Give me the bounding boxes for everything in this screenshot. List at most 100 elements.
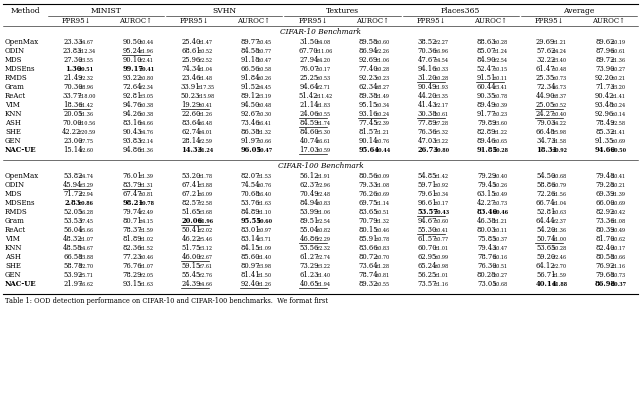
- Text: AUROC↑: AUROC↑: [237, 17, 270, 25]
- Text: ±0.37: ±0.37: [493, 237, 508, 242]
- Text: ±1.06: ±1.06: [316, 210, 330, 215]
- Text: Gram: Gram: [5, 83, 25, 91]
- Text: ±1.16: ±1.16: [433, 282, 449, 287]
- Text: ±4.45: ±4.45: [256, 85, 271, 90]
- Text: ±2.54: ±2.54: [493, 58, 508, 63]
- Text: ReAct: ReAct: [5, 92, 26, 100]
- Text: ±0.60: ±0.60: [256, 219, 272, 224]
- Text: ±0.60: ±0.60: [374, 40, 390, 45]
- Text: 71.73: 71.73: [595, 83, 614, 91]
- Text: ±3.88: ±3.88: [197, 183, 212, 188]
- Text: 24.06: 24.06: [300, 110, 319, 118]
- Text: ±4.20: ±4.20: [316, 58, 330, 63]
- Text: ±4.66: ±4.66: [197, 282, 212, 287]
- Text: ±0.40: ±0.40: [493, 174, 508, 179]
- Text: 55.04: 55.04: [300, 226, 319, 234]
- Text: ±0.28: ±0.28: [374, 67, 390, 72]
- Text: 54.20: 54.20: [536, 226, 556, 234]
- Text: ±0.73: ±0.73: [552, 76, 567, 81]
- Text: 56.71: 56.71: [536, 271, 556, 279]
- Text: 28.14: 28.14: [181, 137, 201, 145]
- Text: 87.96: 87.96: [595, 47, 614, 55]
- Text: ±0.17: ±0.17: [433, 201, 449, 206]
- Text: Table 1: OOD detection performance on CIFAR-10 and CIFAR-100 benchmarks.  We for: Table 1: OOD detection performance on CI…: [5, 297, 328, 305]
- Text: ±3.40: ±3.40: [552, 58, 567, 63]
- Text: 72.34: 72.34: [536, 83, 556, 91]
- Text: ±1.21: ±1.21: [374, 130, 389, 135]
- Text: 89.58: 89.58: [358, 38, 378, 46]
- Text: ±2.32: ±2.32: [79, 76, 94, 81]
- Text: ±0.46: ±0.46: [374, 228, 390, 233]
- Text: ±0.55: ±0.55: [316, 112, 330, 117]
- Text: 46.38: 46.38: [477, 217, 497, 225]
- Text: 96.05: 96.05: [241, 146, 262, 154]
- Text: ±0.49: ±0.49: [611, 228, 626, 233]
- Text: ±3.12: ±3.12: [197, 246, 212, 251]
- Text: 94.16: 94.16: [418, 65, 437, 73]
- Text: ±0.68: ±0.68: [552, 174, 567, 179]
- Text: ±1.88: ±1.88: [552, 282, 568, 287]
- Text: ±1.09: ±1.09: [256, 246, 271, 251]
- Text: ODIN: ODIN: [5, 47, 25, 55]
- Text: ±4.24: ±4.24: [552, 49, 567, 54]
- Text: 82.07: 82.07: [241, 172, 260, 180]
- Text: 65.24: 65.24: [418, 262, 437, 270]
- Text: 27.30: 27.30: [63, 56, 83, 64]
- Text: 89.62: 89.62: [595, 38, 614, 46]
- Text: 46.22: 46.22: [181, 235, 201, 243]
- Text: ±1.24: ±1.24: [493, 49, 508, 54]
- Text: 84.90: 84.90: [477, 56, 497, 64]
- Text: 80.71: 80.71: [122, 217, 142, 225]
- Text: ±1.41: ±1.41: [611, 130, 626, 135]
- Text: ±0.60: ±0.60: [433, 219, 449, 224]
- Text: 63.15: 63.15: [477, 190, 497, 198]
- Text: 52.47: 52.47: [477, 65, 496, 73]
- Text: 82.36: 82.36: [122, 244, 142, 252]
- Text: 18.36: 18.36: [63, 101, 83, 109]
- Text: 25.35: 25.35: [536, 74, 556, 82]
- Text: ±2.94: ±2.94: [79, 192, 94, 197]
- Text: ±1.59: ±1.59: [138, 228, 153, 233]
- Text: 92.23: 92.23: [358, 74, 378, 82]
- Text: 47.03: 47.03: [418, 137, 437, 145]
- Text: KNN: KNN: [5, 244, 22, 252]
- Text: ±0.34: ±0.34: [433, 192, 449, 197]
- Text: ±8.27: ±8.27: [374, 85, 390, 90]
- Text: 31.20: 31.20: [418, 74, 437, 82]
- Text: ±2.05: ±2.05: [138, 273, 153, 278]
- Text: ±4.66: ±4.66: [138, 121, 153, 126]
- Text: 20.06: 20.06: [181, 217, 202, 225]
- Text: ±0.76: ±0.76: [256, 183, 271, 188]
- Text: ±0.76: ±0.76: [374, 139, 390, 144]
- Text: ±0.09: ±0.09: [374, 174, 390, 179]
- Text: ±3.35: ±3.35: [433, 94, 449, 99]
- Text: ±0.23: ±0.23: [374, 76, 390, 81]
- Text: ±7.61: ±7.61: [197, 264, 212, 269]
- Text: ±0.78: ±0.78: [138, 201, 154, 206]
- Text: ±0.51: ±0.51: [374, 210, 390, 215]
- Text: ±4.22: ±4.22: [552, 121, 567, 126]
- Text: 53.56: 53.56: [300, 244, 319, 252]
- Text: ±0.16: ±0.16: [493, 255, 508, 260]
- Text: 81.89: 81.89: [122, 235, 142, 243]
- Text: ±1.32: ±1.32: [256, 130, 271, 135]
- Text: ±0.99: ±0.99: [433, 255, 449, 260]
- Text: ±0.78: ±0.78: [493, 94, 508, 99]
- Text: ±1.40: ±1.40: [316, 273, 330, 278]
- Text: 40.14: 40.14: [536, 280, 557, 288]
- Text: 90.50: 90.50: [122, 38, 141, 46]
- Text: ±0.55: ±0.55: [374, 282, 390, 287]
- Text: ±0.49: ±0.49: [493, 192, 508, 197]
- Text: 41.43: 41.43: [418, 101, 437, 109]
- Text: 17.03: 17.03: [300, 146, 319, 154]
- Text: ±0.79: ±0.79: [552, 183, 567, 188]
- Text: ±0.63: ±0.63: [552, 210, 567, 215]
- Text: ±1.94: ±1.94: [316, 282, 330, 287]
- Text: ±1.50: ±1.50: [256, 273, 271, 278]
- Text: 77.23: 77.23: [122, 253, 142, 261]
- Text: ±2.29: ±2.29: [316, 237, 330, 242]
- Text: ±1.78: ±1.78: [197, 174, 212, 179]
- Text: 58.78: 58.78: [63, 262, 83, 270]
- Text: ±0.34: ±0.34: [374, 103, 390, 108]
- Text: ±0.97: ±0.97: [256, 228, 271, 233]
